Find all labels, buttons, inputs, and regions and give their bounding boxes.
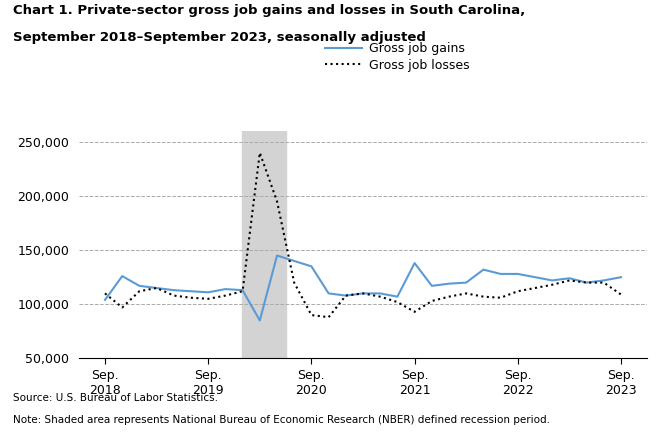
Bar: [242, 131, 286, 358]
Text: Note: Shaded area represents National Bureau of Economic Research (NBER) defined: Note: Shaded area represents National Bu…: [13, 415, 550, 425]
Legend: Gross job gains, Gross job losses: Gross job gains, Gross job losses: [325, 42, 469, 72]
Text: Source: U.S. Bureau of Labor Statistics.: Source: U.S. Bureau of Labor Statistics.: [13, 393, 218, 403]
Text: Chart 1. Private-sector gross job gains and losses in South Carolina,: Chart 1. Private-sector gross job gains …: [13, 4, 525, 17]
Text: September 2018–September 2023, seasonally adjusted: September 2018–September 2023, seasonall…: [13, 31, 426, 44]
